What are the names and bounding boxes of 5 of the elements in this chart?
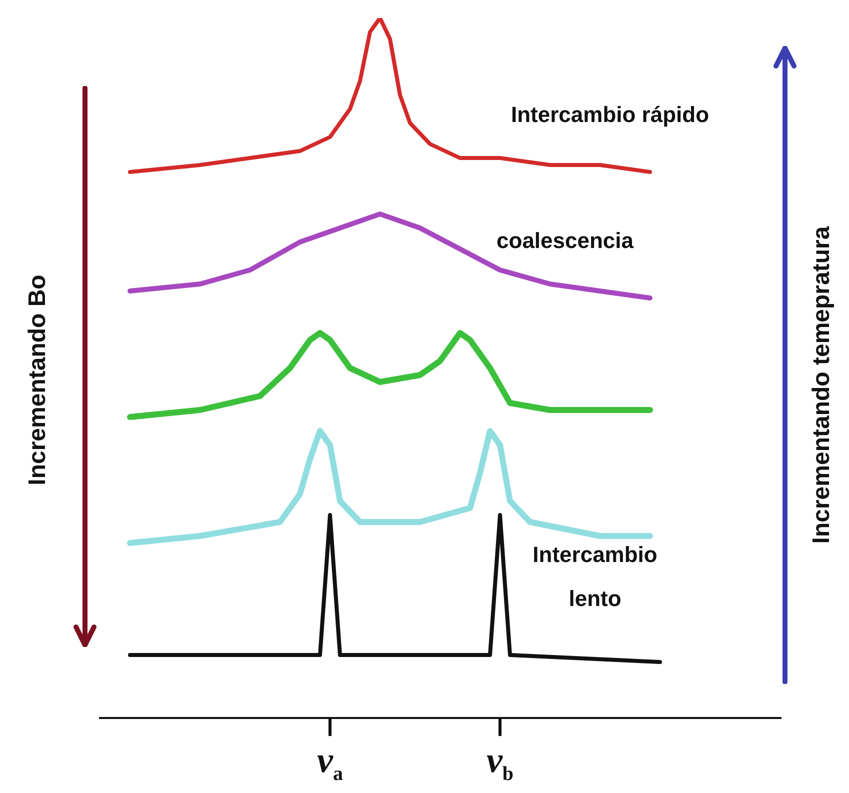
series-label: coalescencia	[496, 228, 634, 254]
series-label: Intercambio lento	[532, 542, 658, 612]
series-label: Intercambio rápido	[510, 102, 710, 128]
text: Incrementando temepratura	[808, 226, 836, 544]
text: Incrementando Bo	[24, 274, 52, 486]
